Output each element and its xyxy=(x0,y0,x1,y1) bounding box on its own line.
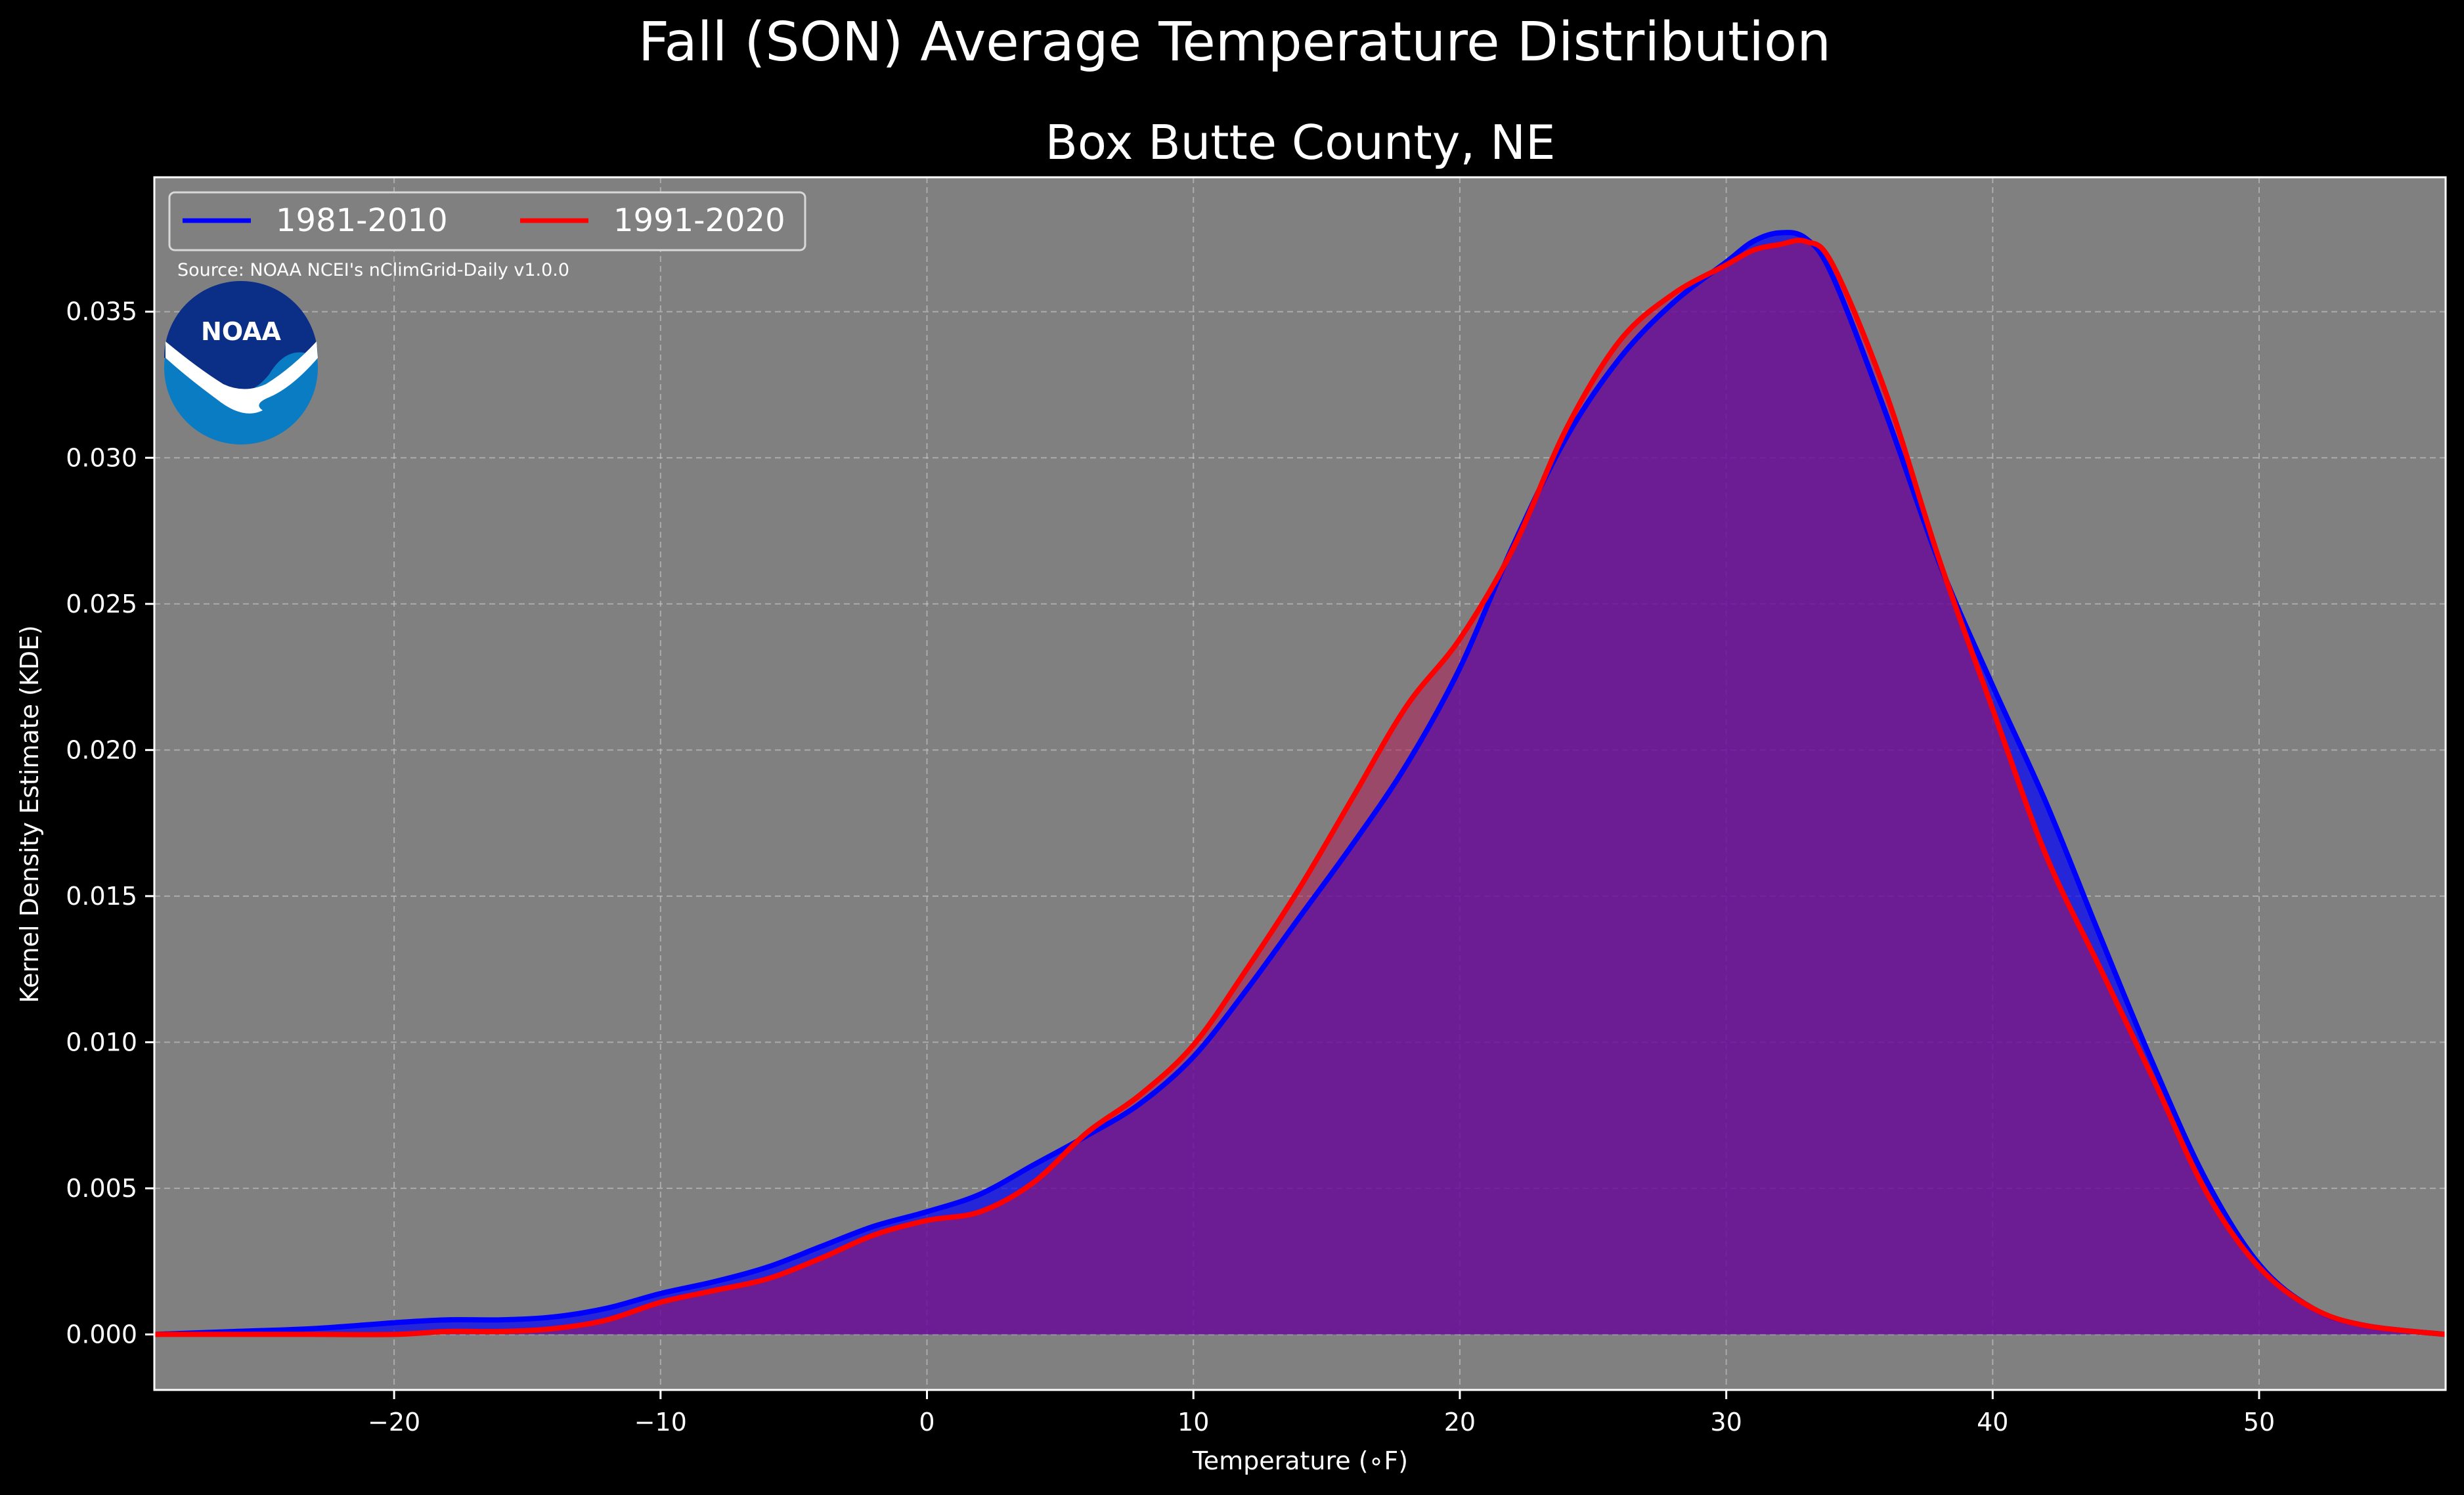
y-tick-label: 0.035 xyxy=(66,297,137,326)
x-tick-label: 50 xyxy=(2243,1408,2275,1437)
noaa-logo-bird xyxy=(165,341,318,414)
noaa-logo-sky xyxy=(164,281,318,393)
y-tick-label: 0.000 xyxy=(66,1320,137,1349)
y-axis-label: Kernel Density Estimate (KDE) xyxy=(15,625,44,1003)
legend-label-1991-2020: 1991-2020 xyxy=(613,202,785,239)
x-tick-label: 0 xyxy=(919,1408,935,1437)
noaa-logo-text: NOAA xyxy=(201,317,281,346)
y-tick-label: 0.025 xyxy=(66,590,137,618)
noaa-logo: NOAA xyxy=(164,281,318,444)
legend: 1981-2010 1991-2020 xyxy=(168,191,806,251)
y-tick-label: 0.010 xyxy=(66,1028,137,1056)
x-tick-label: 40 xyxy=(1977,1408,2008,1437)
line-1991-2020 xyxy=(154,238,2446,1337)
x-axis-label: Temperature (∘F) xyxy=(1192,1446,1408,1475)
area-1991-2020 xyxy=(154,240,2446,1335)
line-1981-2010 xyxy=(154,230,2446,1337)
x-tick-label: −10 xyxy=(634,1408,687,1437)
y-tick-label: 0.015 xyxy=(66,882,137,911)
legend-label-1981-2010: 1981-2010 xyxy=(276,202,448,239)
chart-title: Fall (SON) Average Temperature Distribut… xyxy=(638,11,1831,74)
y-tick-label: 0.030 xyxy=(66,443,137,472)
y-tick-label: 0.020 xyxy=(66,735,137,764)
legend-box xyxy=(168,191,806,251)
series-layer xyxy=(154,230,2446,1337)
chart-subtitle: Box Butte County, NE xyxy=(1045,115,1556,170)
x-tick-label: 10 xyxy=(1177,1408,1209,1437)
x-tick-label: 30 xyxy=(1710,1408,1742,1437)
ticks: −20 −10 0 10 20 30 40 50 0.000 0.005 0.010 0.015 0.0… xyxy=(66,297,2275,1437)
y-tick-label: 0.005 xyxy=(66,1174,137,1203)
x-tick-label: −20 xyxy=(368,1408,420,1437)
plot-frame xyxy=(153,176,2447,1391)
x-tick-label: 20 xyxy=(1444,1408,1476,1437)
source-note: Source: NOAA NCEI's nClimGrid-Daily v1.0… xyxy=(177,260,569,280)
